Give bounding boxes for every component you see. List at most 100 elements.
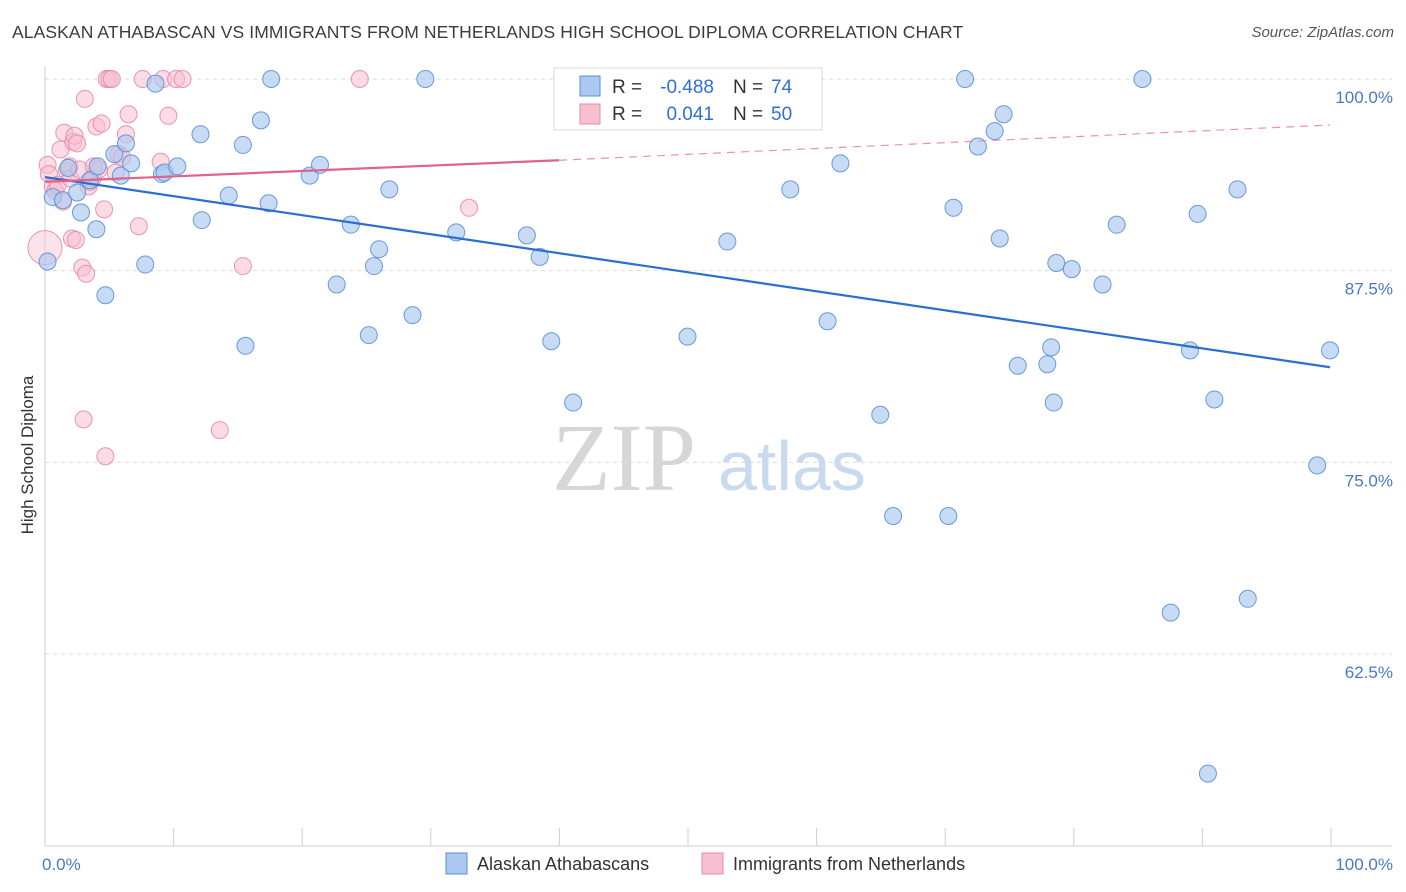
bottom-legend-label-blue: Alaskan Athabascans: [477, 854, 649, 874]
watermark-zip: ZIP: [552, 404, 696, 511]
point-athabascan-59: [1044, 393, 1063, 412]
point-athabascan-69: [1205, 390, 1224, 409]
point-athabascan-31: [359, 326, 378, 345]
point-athabascan-40: [542, 332, 561, 351]
point-netherlands-37: [129, 217, 148, 236]
point-athabascan-55: [994, 105, 1013, 124]
point-athabascan-14: [136, 255, 155, 274]
point-athabascan-34: [380, 180, 399, 199]
legend-n-label-pink: N =: [733, 104, 763, 125]
point-athabascan-47: [871, 405, 890, 424]
point-athabascan-53: [985, 122, 1004, 141]
point-athabascan-54: [990, 229, 1009, 248]
point-athabascan-20: [192, 211, 211, 230]
point-athabascan-64: [1133, 70, 1152, 88]
point-athabascan-38: [517, 226, 536, 245]
point-athabascan-8: [88, 157, 107, 176]
point-athabascan-50: [944, 198, 963, 217]
point-athabascan-2: [53, 191, 72, 210]
point-netherlands-45: [96, 447, 115, 466]
legend-r-value-pink: 0.041: [666, 104, 714, 125]
point-netherlands-36: [119, 105, 138, 124]
point-athabascan-10: [105, 145, 124, 164]
point-athabascan-62: [1093, 275, 1112, 294]
legend-r-label-pink: R =: [612, 104, 642, 125]
point-athabascan-41: [564, 393, 583, 412]
series-immigrants-from-netherlands: [27, 70, 479, 466]
point-netherlands-44: [74, 410, 93, 429]
point-netherlands-46: [210, 421, 229, 440]
point-athabascan-58: [1042, 338, 1061, 357]
x-tick-label-1: 100.0%: [1335, 855, 1393, 874]
source-label: Source: ZipAtlas.com: [1251, 24, 1394, 41]
point-athabascan-48: [884, 507, 903, 525]
point-athabascan-43: [718, 232, 737, 251]
axes: [44, 66, 1392, 847]
point-athabascan-49: [939, 507, 958, 525]
bottom-legend-label-pink: Immigrants from Netherlands: [733, 854, 965, 874]
point-athabascan-67: [1188, 204, 1207, 223]
y-tick-label-3: 62.5%: [1345, 663, 1393, 682]
point-athabascan-68: [1198, 764, 1217, 783]
legend-n-label-blue: N =: [733, 77, 763, 98]
point-athabascan-36: [416, 70, 435, 88]
point-netherlands-47: [233, 257, 252, 276]
point-athabascan-60: [1047, 254, 1066, 272]
point-athabascan-11: [111, 166, 130, 185]
trend-line-netherlands-dashed: [558, 124, 1331, 161]
point-athabascan-44: [781, 180, 800, 199]
point-athabascan-52: [968, 137, 987, 156]
point-athabascan-33: [370, 240, 389, 259]
bottom-legend-swatch-pink: [701, 852, 724, 875]
point-athabascan-35: [403, 306, 422, 325]
point-athabascan-3: [59, 158, 78, 177]
point-netherlands-28: [95, 200, 114, 219]
point-athabascan-61: [1062, 260, 1081, 279]
point-athabascan-32: [364, 257, 383, 276]
point-athabascan-0: [38, 252, 57, 271]
legend-r-label-blue: R =: [612, 77, 642, 98]
point-athabascan-21: [219, 186, 238, 205]
point-netherlands-20: [77, 264, 96, 283]
legend-swatch-pink: [579, 103, 601, 125]
point-athabascan-13: [122, 154, 141, 173]
point-athabascan-15: [146, 74, 165, 93]
point-athabascan-65: [1161, 603, 1180, 622]
point-athabascan-63: [1107, 215, 1126, 234]
point-athabascan-56: [1008, 356, 1027, 375]
y-tick-label-0: 100.0%: [1335, 88, 1393, 107]
point-athabascan-24: [251, 111, 270, 130]
trend-lines: [44, 124, 1331, 369]
tick-labels: 100.0% 87.5% 75.0% 62.5% 0.0% 100.0%: [42, 88, 1393, 874]
trend-line-netherlands-solid: [44, 159, 560, 183]
point-athabascan-25: [259, 194, 278, 213]
y-tick-label-2: 75.0%: [1345, 471, 1393, 490]
watermark: ZIP atlas: [552, 404, 866, 511]
chart-title: ALASKAN ATHABASCAN VS IMMIGRANTS FROM NE…: [12, 22, 964, 42]
gridlines: [45, 78, 1392, 655]
watermark-atlas: atlas: [718, 427, 866, 505]
point-athabascan-9: [96, 286, 115, 305]
legend-r-value-blue: -0.488: [660, 77, 714, 98]
point-athabascan-19: [191, 125, 210, 144]
point-athabascan-4: [68, 183, 87, 202]
point-netherlands-43: [173, 70, 192, 88]
legend-n-value-pink: 50: [771, 104, 792, 125]
point-athabascan-29: [327, 275, 346, 294]
point-athabascan-66: [1180, 341, 1199, 360]
y-axis-label: High School Diploma: [18, 375, 37, 534]
point-athabascan-71: [1238, 589, 1257, 608]
point-athabascan-73: [1321, 341, 1339, 360]
point-netherlands-16: [68, 134, 87, 153]
point-netherlands-31: [102, 70, 121, 88]
y-tick-label-1: 87.5%: [1345, 280, 1393, 299]
point-athabascan-22: [233, 135, 252, 154]
point-athabascan-5: [71, 203, 90, 222]
legend: R = -0.488 N = 74 R = 0.041 N = 50: [553, 67, 823, 131]
series-alaskan-athabascans: [38, 70, 1339, 783]
point-athabascan-72: [1308, 456, 1327, 475]
trend-line-athabascan: [44, 176, 1331, 369]
bottom-legend-swatch-blue: [445, 852, 468, 875]
point-netherlands-27: [92, 114, 111, 133]
